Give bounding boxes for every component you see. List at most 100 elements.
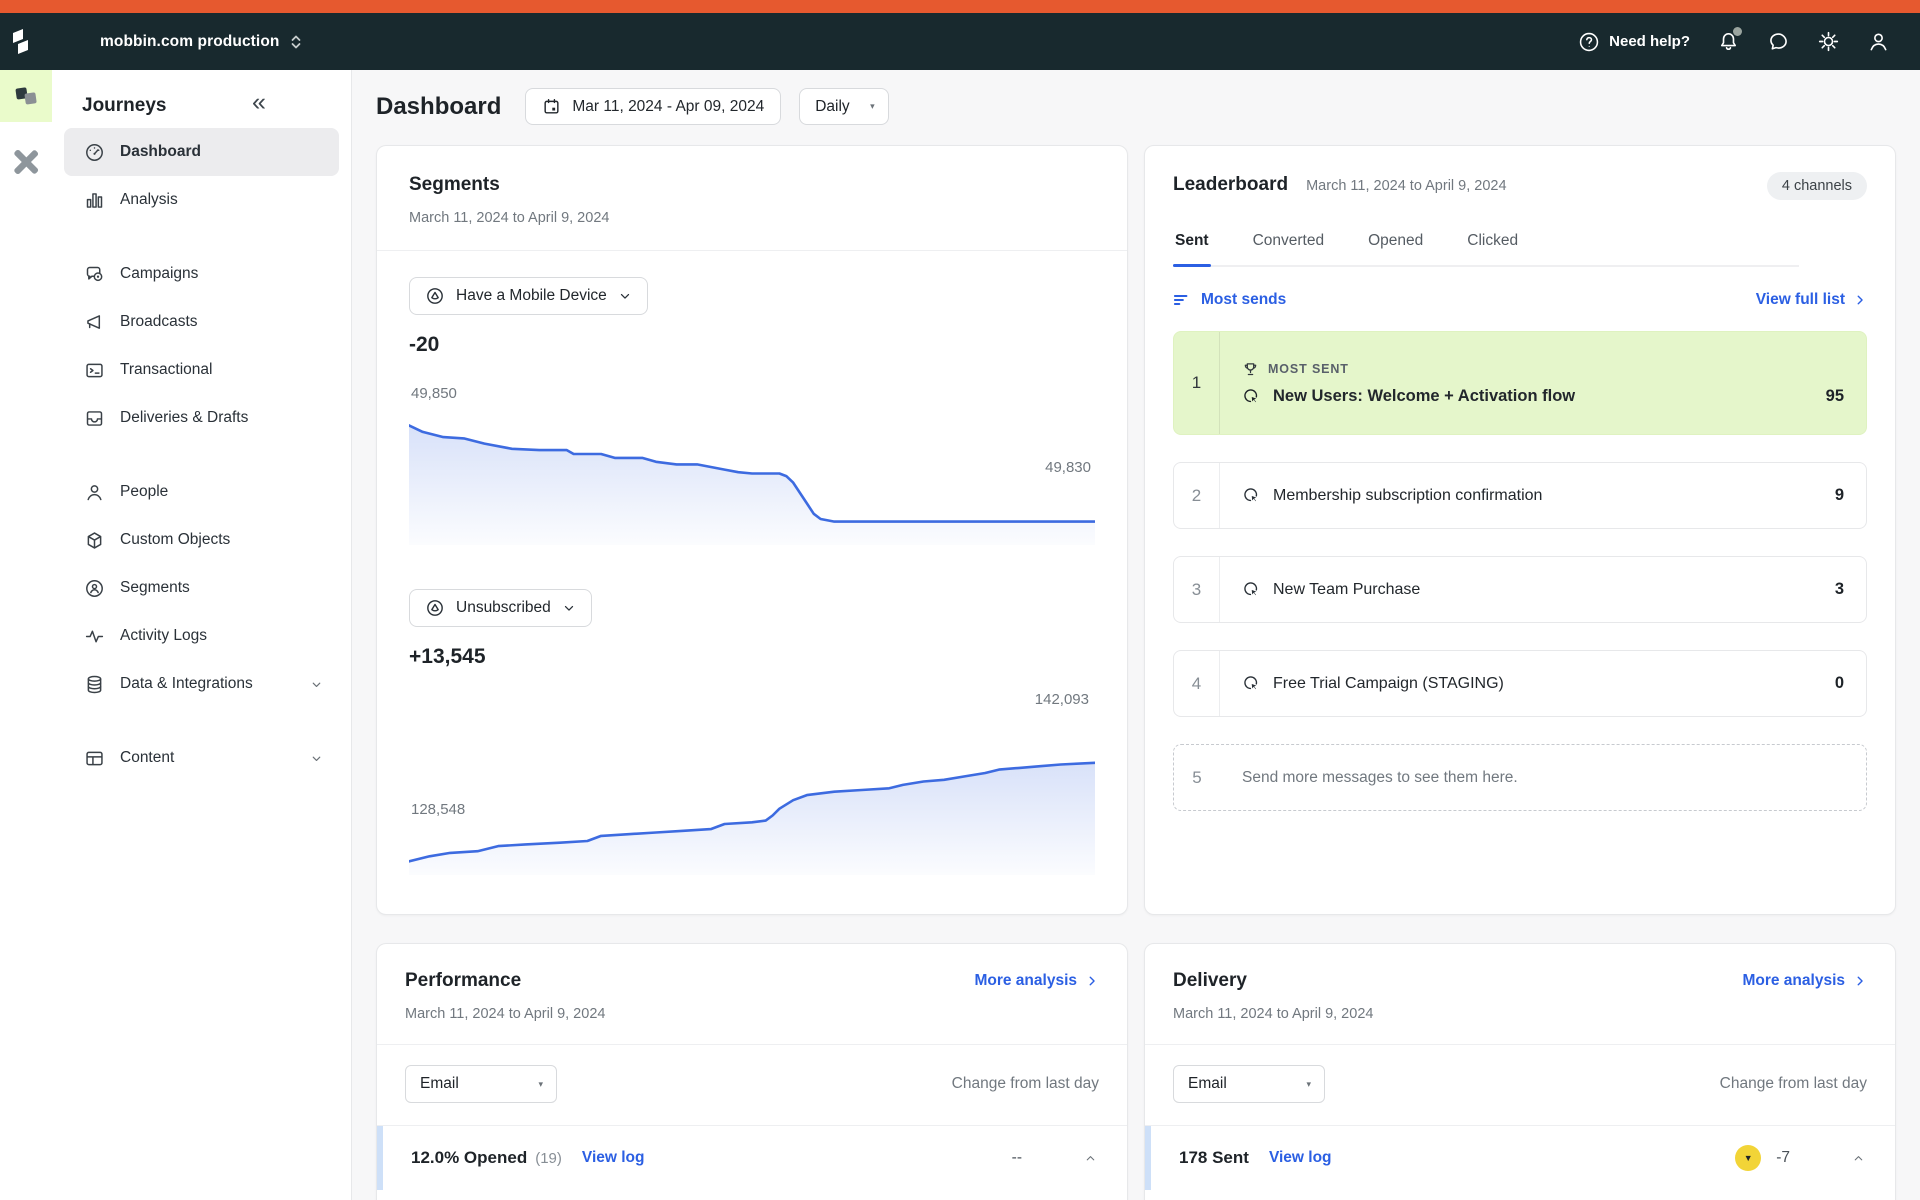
sidebar-item-people[interactable]: People — [64, 468, 339, 516]
rail-journeys-product[interactable] — [0, 70, 52, 122]
segment-select-mobile-device[interactable]: Have a Mobile Device — [409, 277, 648, 315]
sidebar-item-data-integrations[interactable]: Data & Integrations — [64, 660, 339, 708]
sidebar-item-broadcasts[interactable]: Broadcasts — [64, 298, 339, 346]
workspace-switcher[interactable]: mobbin.com production — [100, 33, 303, 51]
channel-value: Email — [420, 1075, 459, 1092]
performance-channel-select[interactable]: Email ▾ — [405, 1065, 557, 1103]
row-caption-label: MOST SENT — [1268, 362, 1349, 376]
campaign-name: New Users: Welcome + Activation flow — [1273, 386, 1576, 405]
campaign-name: Membership subscription confirmation — [1273, 486, 1543, 504]
view-full-list-link[interactable]: View full list — [1756, 291, 1867, 309]
chart-end-value: 49,830 — [1045, 459, 1091, 476]
need-help-label: Need help? — [1609, 33, 1690, 50]
segment-chart-mobile-device: 49,850 49,830 — [409, 385, 1095, 559]
sidebar-title: Journeys — [82, 95, 167, 116]
sidebar-item-label: Campaigns — [120, 265, 199, 282]
rank-number: 5 — [1192, 767, 1202, 787]
customerio-logo-icon[interactable] — [0, 28, 52, 55]
notifications-button[interactable] — [1717, 27, 1742, 53]
speedometer-icon — [84, 142, 105, 163]
inbox-icon — [84, 408, 105, 429]
leaderboard-row-5-placeholder: 5 Send more messages to see them here. — [1173, 744, 1867, 811]
select-caret-icon: ▾ — [538, 1078, 543, 1089]
layout-icon — [84, 748, 105, 769]
segment-icon — [427, 600, 443, 616]
collapse-chevron-icon[interactable] — [1852, 1152, 1865, 1165]
leaderboard-row-4[interactable]: 4 Free Trial Campaign (STAGING) 0 — [1173, 650, 1867, 717]
metric-change-value: -- — [1011, 1149, 1022, 1166]
sidebar-item-label: Deliveries & Drafts — [120, 409, 249, 426]
sidebar-item-label: Data & Integrations — [120, 675, 253, 692]
segment-delta: -20 — [409, 333, 440, 356]
rank-number: 1 — [1174, 332, 1220, 434]
tab-converted[interactable]: Converted — [1252, 232, 1325, 249]
workspace-caret-icon — [292, 35, 301, 48]
view-log-link[interactable]: View log — [581, 1149, 645, 1166]
chevron-right-icon — [1089, 976, 1095, 986]
sidebar-item-label: Segments — [120, 579, 190, 596]
brand-accent-strip — [0, 0, 1920, 13]
settings-button[interactable] — [1817, 30, 1840, 53]
delivery-more-analysis-link[interactable]: More analysis — [1742, 972, 1867, 990]
campaign-value: 0 — [1834, 674, 1844, 692]
need-help-button[interactable]: Need help? — [1578, 31, 1690, 53]
delivery-metric-row: 178 Sent View log ▼ -7 — [1145, 1126, 1895, 1190]
performance-card: Performance More analysis March 11, 2024… — [376, 943, 1128, 1200]
sidebar-item-campaigns[interactable]: Campaigns — [64, 250, 339, 298]
messages-button[interactable] — [1767, 30, 1790, 53]
date-range-label: Mar 11, 2024 - Apr 09, 2024 — [572, 97, 765, 115]
segment-name: Have a Mobile Device — [456, 287, 607, 304]
leaderboard-title: Leaderboard — [1173, 174, 1289, 195]
sidebar-item-activity-logs[interactable]: Activity Logs — [64, 612, 339, 660]
leaderboard-row-1[interactable]: 1 MOST SENT — [1173, 331, 1867, 435]
date-range-picker[interactable]: Mar 11, 2024 - Apr 09, 2024 — [525, 88, 782, 125]
trophy-icon — [1244, 362, 1257, 375]
calendar-icon — [544, 99, 559, 114]
tab-sent[interactable]: Sent — [1173, 220, 1211, 267]
sort-icon — [1173, 295, 1188, 305]
leaderboard-row-3[interactable]: 3 New Team Purchase 3 — [1173, 556, 1867, 623]
sidebar-item-dashboard[interactable]: Dashboard — [64, 128, 339, 176]
notification-dot — [1733, 27, 1742, 36]
sort-most-sends[interactable]: Most sends — [1173, 291, 1286, 309]
chevron-down-icon — [310, 752, 323, 765]
campaign-icon — [1244, 582, 1260, 597]
sidebar-item-transactional[interactable]: Transactional — [64, 346, 339, 394]
sidebar-item-analysis[interactable]: Analysis — [64, 176, 339, 224]
chevron-right-icon — [1857, 295, 1863, 305]
sidebar-item-custom-objects[interactable]: Custom Objects — [64, 516, 339, 564]
leaderboard-tabs: Sent Converted Opened Clicked — [1173, 220, 1799, 267]
sidebar-item-segments[interactable]: Segments — [64, 564, 339, 612]
performance-more-analysis-link[interactable]: More analysis — [974, 972, 1099, 990]
rail-other-product[interactable] — [0, 136, 52, 188]
sidebar-item-deliveries-drafts[interactable]: Deliveries & Drafts — [64, 394, 339, 442]
account-button[interactable] — [1867, 30, 1890, 53]
granularity-select[interactable]: Daily ▾ — [799, 88, 889, 125]
sidebar-item-label: Broadcasts — [120, 313, 198, 330]
leaderboard-row-2[interactable]: 2 Membership subscription confirmation 9 — [1173, 462, 1867, 529]
campaign-name: Free Trial Campaign (STAGING) — [1273, 674, 1504, 692]
chat-bubble-icon — [1770, 33, 1787, 50]
journeys-product-icon — [15, 87, 37, 105]
sidebar-item-content[interactable]: Content — [64, 734, 339, 782]
campaign-name: New Team Purchase — [1273, 580, 1421, 598]
chevron-down-icon — [564, 605, 573, 611]
delivery-channel-select[interactable]: Email ▾ — [1173, 1065, 1325, 1103]
bar-chart-icon — [84, 190, 105, 211]
segment-select-unsubscribed[interactable]: Unsubscribed — [409, 589, 592, 627]
megaphone-icon — [84, 312, 105, 333]
line-chart — [409, 705, 1095, 875]
tab-opened[interactable]: Opened — [1368, 232, 1424, 249]
collapse-chevron-icon[interactable] — [1084, 1152, 1097, 1165]
tab-clicked[interactable]: Clicked — [1467, 232, 1519, 249]
main-content: Dashboard Mar 11, 2024 - Apr 09, 2024 Da… — [352, 70, 1920, 1200]
segment-icon — [427, 288, 443, 304]
sidebar: Journeys « Dashboard Analysis — [52, 70, 352, 1200]
sort-label: Most sends — [1201, 291, 1287, 308]
rank-number: 3 — [1174, 557, 1220, 622]
metric-value-label: 178 Sent — [1179, 1148, 1249, 1167]
leaderboard-date-range: March 11, 2024 to April 9, 2024 — [1306, 178, 1507, 194]
granularity-value: Daily — [815, 97, 850, 115]
view-log-link[interactable]: View log — [1268, 1149, 1332, 1166]
sidebar-collapse-button[interactable]: « — [252, 88, 266, 116]
